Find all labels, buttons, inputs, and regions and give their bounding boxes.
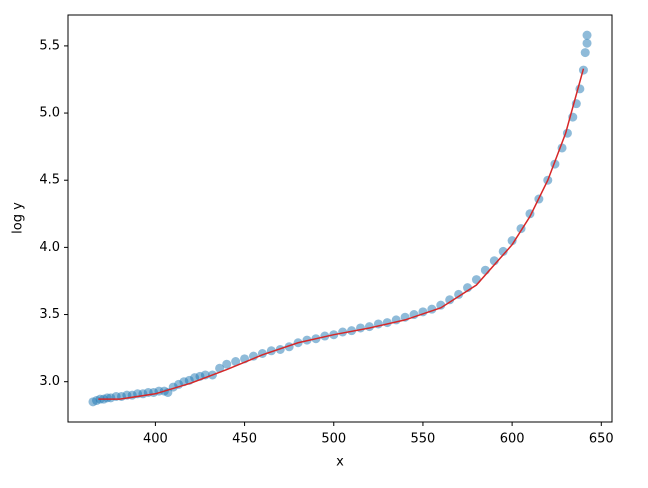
point	[580, 48, 590, 58]
point	[582, 38, 592, 48]
point	[445, 295, 455, 305]
y-axis-label: log y	[11, 202, 26, 234]
x-tick-label: 600	[500, 432, 525, 447]
point	[454, 289, 464, 299]
y-tick-label: 4.5	[39, 173, 60, 188]
point	[248, 351, 258, 361]
point	[436, 300, 446, 310]
x-axis-label: x	[336, 455, 344, 470]
point	[471, 275, 481, 285]
fit-line	[98, 68, 585, 400]
point	[582, 30, 592, 40]
x-tick-label: 500	[321, 432, 346, 447]
point	[231, 357, 241, 367]
x-tick-label: 450	[232, 432, 257, 447]
y-tick-label: 4.0	[39, 240, 60, 255]
point	[498, 246, 508, 256]
y-tick-label: 5.0	[39, 106, 60, 121]
x-tick-label: 650	[589, 432, 614, 447]
point	[338, 327, 348, 337]
y-tick-label: 5.5	[39, 38, 60, 53]
x-tick-label: 400	[143, 432, 168, 447]
point	[507, 236, 517, 246]
x-tick-label: 550	[411, 432, 436, 447]
point	[222, 359, 232, 369]
plot-frame	[67, 14, 613, 423]
point	[356, 323, 366, 333]
y-tick-label: 3.0	[39, 374, 60, 389]
point	[480, 265, 490, 275]
point	[215, 363, 225, 373]
y-tick-label: 3.5	[39, 307, 60, 322]
